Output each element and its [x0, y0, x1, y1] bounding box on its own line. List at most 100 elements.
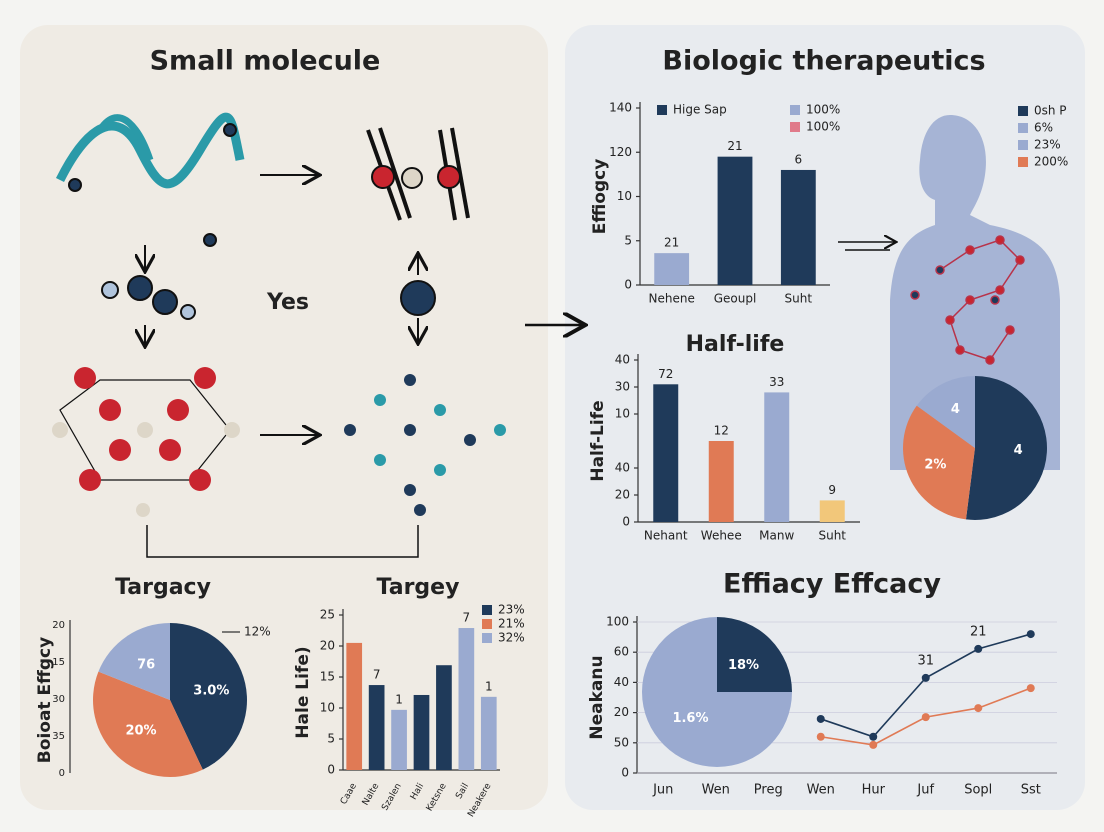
- value-label: 33: [769, 375, 784, 389]
- bar: [436, 665, 452, 770]
- x-tick-label: Wen: [702, 783, 730, 798]
- pie-label: 3.0%: [193, 683, 229, 698]
- y-tick-label: 20: [615, 488, 630, 502]
- x-tick-label: Suht: [785, 292, 813, 306]
- x-tick-label: Preg: [754, 783, 783, 798]
- point: [869, 732, 878, 741]
- y-tick-label: 30: [52, 694, 65, 705]
- legend-swatch: [1018, 106, 1028, 116]
- legend-swatch: [1018, 140, 1028, 150]
- y-tick-label: 10: [615, 407, 630, 421]
- bar: [458, 628, 475, 770]
- bar: [653, 384, 679, 522]
- legend-label: 100%: [806, 120, 840, 134]
- legend-swatch: [482, 619, 492, 629]
- pie-slice: [642, 617, 792, 767]
- y-tick-label: 50: [614, 735, 629, 749]
- chart-title: Targacy: [115, 575, 211, 600]
- value-label: 72: [658, 367, 673, 381]
- y-tick-label: 120: [609, 145, 632, 159]
- y-axis-label: Neakanu: [587, 655, 607, 739]
- bar: [368, 685, 385, 770]
- value-label: 12: [714, 424, 729, 438]
- body-molecule: [910, 235, 1025, 365]
- chart-title: Half-life: [686, 332, 785, 357]
- x-tick-label: Sst: [1021, 783, 1041, 798]
- y-tick-label: 0: [621, 766, 629, 780]
- y-tick-label: 35: [52, 731, 65, 742]
- point: [816, 714, 825, 723]
- point: [1026, 630, 1035, 639]
- pie-label: 18%: [728, 658, 759, 673]
- y-tick-label: 15: [320, 670, 335, 684]
- point: [869, 740, 878, 749]
- point: [974, 644, 983, 653]
- y-tick-label: 40: [614, 675, 629, 689]
- bar: [346, 642, 363, 770]
- value-label: 7: [373, 668, 381, 682]
- pie-label: 20%: [125, 723, 156, 738]
- x-tick-label: Wen: [807, 783, 835, 798]
- right-title: Biologic therapeutics: [662, 46, 985, 77]
- value-label: 1: [395, 692, 403, 706]
- point: [1026, 684, 1035, 693]
- legend-label: 32%: [498, 631, 525, 645]
- y-tick-label: 0: [622, 515, 630, 529]
- y-tick-label: 0: [59, 768, 65, 779]
- y-tick-label: 15: [52, 657, 65, 668]
- y-tick-label: 5: [624, 233, 632, 247]
- point: [974, 704, 983, 713]
- value-label: 6: [795, 152, 803, 166]
- legend-swatch: [1018, 157, 1028, 167]
- y-axis-label: Hale Life): [293, 646, 313, 738]
- x-tick-label: Wehee: [701, 529, 742, 543]
- x-tick-label: Nehant: [644, 529, 688, 543]
- y-tick-label: 10: [320, 701, 335, 715]
- y-tick-label: 60: [614, 645, 629, 659]
- x-tick-label: Suht: [818, 529, 846, 543]
- x-tick-label: Nehene: [648, 292, 694, 306]
- bar: [708, 441, 734, 522]
- bar: [391, 709, 407, 770]
- value-label: 7: [463, 611, 471, 625]
- legend-swatch: [657, 105, 667, 115]
- y-tick-label: 20: [320, 639, 335, 653]
- y-tick-label: 40: [615, 461, 630, 475]
- pie-label: 2%: [924, 458, 946, 473]
- pie-label: 1.6%: [672, 711, 708, 726]
- y-tick-label: 0: [624, 278, 632, 292]
- pie-slice: [98, 623, 170, 700]
- bar: [480, 696, 497, 770]
- point: [921, 713, 930, 722]
- y-tick-label: 140: [609, 101, 632, 115]
- y-tick-label: 5: [327, 732, 335, 746]
- point: [816, 732, 825, 741]
- legend-label: 100%: [806, 103, 840, 117]
- bar: [819, 500, 845, 522]
- pie-label: 4: [1014, 443, 1023, 458]
- legend-swatch: [790, 105, 800, 115]
- y-tick-label: 30: [615, 380, 630, 394]
- y-tick-label: 100: [606, 615, 629, 629]
- pie-label: 76: [137, 657, 155, 672]
- x-tick-label: Sopl: [964, 783, 992, 798]
- legend-label: Hige Sap: [673, 103, 727, 117]
- pie-slice: [717, 617, 792, 692]
- x-tick-label: Geoupl: [714, 292, 757, 306]
- pie-slice: [170, 623, 247, 770]
- left-panel: [20, 25, 548, 810]
- bar: [654, 253, 690, 285]
- point: [921, 673, 930, 682]
- value-label: 31: [917, 653, 934, 668]
- legend-swatch: [482, 605, 492, 615]
- callout: 12%: [244, 625, 271, 639]
- pie-slice: [965, 376, 1047, 520]
- value-label: 1: [485, 679, 493, 693]
- x-tick-label: Juf: [916, 783, 934, 798]
- y-tick-label: 25: [320, 608, 335, 622]
- body-silhouette: [890, 115, 1060, 470]
- legend-swatch: [482, 633, 492, 643]
- chart-title: Targey: [377, 575, 460, 600]
- x-tick-label: Manw: [759, 529, 794, 543]
